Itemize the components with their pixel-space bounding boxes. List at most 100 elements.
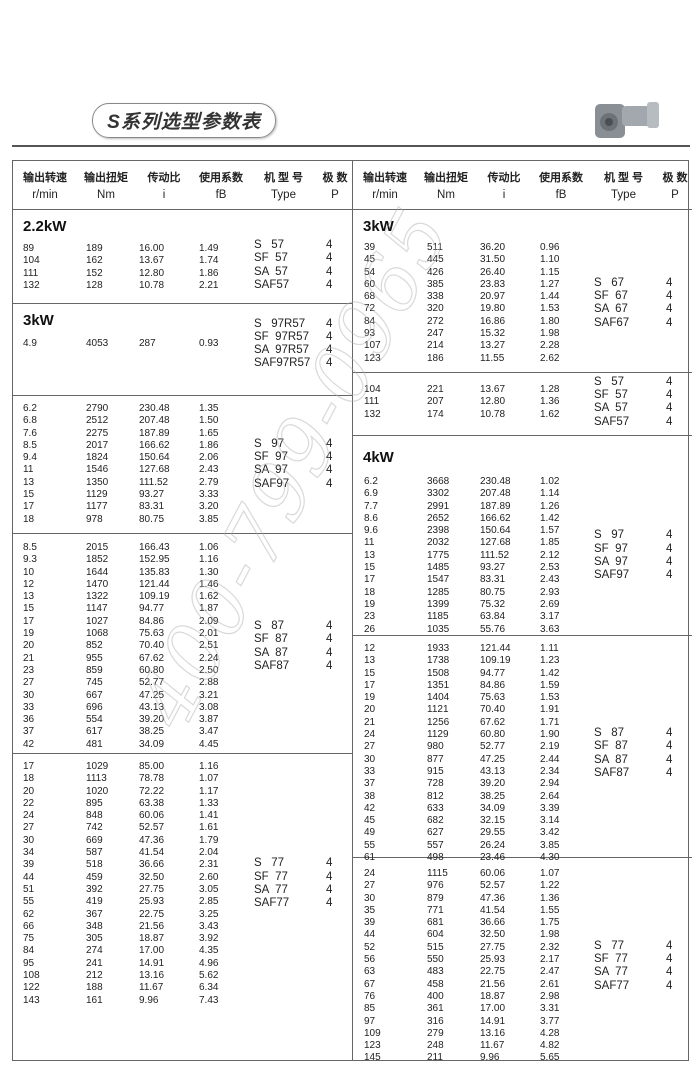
model-type: SAF77 — [254, 897, 290, 910]
model-types: S 97 4 SF 97 4 SA 97 4 SAF97 4 — [594, 529, 689, 582]
service-factor: 1.27 — [540, 278, 560, 290]
ratio: 166.62 — [139, 439, 170, 451]
ratio: 16.86 — [480, 315, 506, 327]
ratio: 111.52 — [480, 549, 510, 561]
output-speed: 132 — [23, 279, 40, 291]
table-row: 12 1470 121.44 1.46 — [13, 579, 243, 591]
output-speed: 145 — [364, 1052, 381, 1064]
table-row: 13 1775 111.52 2.12 — [353, 550, 583, 562]
pole-count: 4 — [326, 477, 333, 490]
table-row: 54 426 26.40 1.15 — [353, 267, 583, 279]
table-row: 6.2 2790 230.48 1.35 — [13, 403, 243, 415]
table-row: 37 617 38.25 3.47 — [13, 726, 243, 738]
output-speed: 17 — [364, 574, 376, 586]
table-row: 52 515 27.75 2.32 — [353, 942, 583, 954]
output-speed: 56 — [364, 954, 376, 966]
ratio: 31.50 — [480, 254, 506, 266]
model-type-row: SF 57 4 — [594, 389, 689, 402]
table-row: 36 554 39.20 3.87 — [13, 714, 243, 726]
service-factor: 3.33 — [199, 489, 219, 501]
output-speed: 24 — [364, 729, 376, 741]
model-type-row: SF 97R57 4 — [254, 331, 349, 344]
table-row: 30 877 47.25 2.44 — [353, 754, 583, 766]
service-factor: 1.33 — [199, 797, 219, 809]
power-section: 12 1933 121.44 1.11 13 1738 109.19 1.23 15 1508 94… — [353, 636, 692, 863]
output-torque: 745 — [86, 677, 103, 689]
output-torque: 207 — [427, 396, 444, 408]
power-section: 8.5 2015 166.43 1.06 9.3 1852 152.95 1.16 10 1644… — [13, 534, 352, 754]
table-row: 24 848 60.06 1.41 — [13, 810, 243, 822]
model-type: SAF97R57 — [254, 357, 311, 370]
output-torque: 2652 — [427, 512, 450, 524]
service-factor: 2.19 — [540, 741, 560, 753]
header-label-unit: P — [671, 189, 679, 201]
output-torque: 976 — [427, 880, 444, 892]
model-type: SA 97 — [254, 464, 288, 477]
output-speed: 45 — [364, 815, 376, 827]
output-torque: 812 — [427, 790, 444, 802]
pole-count: 4 — [666, 740, 673, 753]
output-torque: 3668 — [427, 476, 450, 487]
output-speed: 15 — [23, 603, 35, 615]
output-torque: 214 — [427, 340, 444, 352]
output-speed: 9.3 — [23, 554, 37, 566]
data-rows: 89 189 16.00 1.49 104 162 13.67 1.74 111 152 12.80… — [13, 243, 243, 292]
pole-count: 4 — [666, 389, 673, 402]
table-row: 11 2032 127.68 1.85 — [353, 537, 583, 549]
service-factor: 3.39 — [540, 802, 560, 814]
ratio: 23.46 — [480, 852, 506, 864]
model-type-row: SA 87 4 — [254, 647, 349, 660]
service-factor: 2.04 — [199, 847, 219, 859]
pole-count: 4 — [326, 857, 333, 870]
model-type-row: SAF87 4 — [254, 660, 349, 673]
output-torque: 859 — [86, 664, 103, 676]
header-cell: 输出扭矩 Nm — [417, 170, 475, 204]
table-row: 93 247 15.32 1.98 — [353, 328, 583, 340]
output-torque: 742 — [86, 822, 103, 834]
ratio: 20.97 — [480, 291, 506, 303]
model-types: S 57 4 SF 57 4 SA 57 4 SAF57 4 — [254, 239, 349, 292]
output-torque: 681 — [427, 917, 444, 929]
table-row: 132 128 10.78 2.21 — [13, 280, 243, 292]
output-torque: 189 — [86, 243, 103, 254]
ratio: 67.62 — [139, 652, 165, 664]
table-row: 143 161 9.96 7.43 — [13, 995, 243, 1007]
table-row: 17 1027 84.86 2.09 — [13, 616, 243, 628]
output-torque: 162 — [86, 255, 103, 267]
model-type: SAF87 — [594, 766, 630, 779]
model-type-row: SAF77 4 — [594, 980, 689, 993]
table-row: 63 483 22.75 2.47 — [353, 966, 583, 978]
output-speed: 21 — [23, 652, 35, 664]
output-torque: 669 — [86, 834, 103, 846]
output-torque: 1775 — [427, 549, 450, 561]
ratio: 32.50 — [480, 929, 506, 941]
output-torque: 2790 — [86, 403, 109, 414]
output-speed: 8.6 — [364, 512, 378, 524]
output-speed: 123 — [364, 352, 381, 364]
output-speed: 13 — [23, 591, 35, 603]
output-speed: 62 — [23, 908, 35, 920]
output-torque: 1129 — [86, 489, 108, 501]
power-section: 6.2 2790 230.48 1.35 6.8 2512 207.48 1.50 7.6 227… — [13, 396, 352, 534]
output-torque: 272 — [427, 315, 444, 327]
service-factor: 0.96 — [540, 242, 560, 253]
output-speed: 97 — [364, 1015, 376, 1027]
model-type: S 57 — [254, 239, 285, 251]
table-row: 107 214 13.27 2.28 — [353, 340, 583, 352]
model-type: SAF87 — [254, 659, 290, 672]
service-factor: 3.08 — [199, 701, 219, 713]
ratio: 63.38 — [139, 797, 165, 809]
pole-count: 4 — [326, 619, 333, 632]
model-type: SAF57 — [254, 278, 290, 291]
service-factor: 1.16 — [199, 761, 219, 772]
service-factor: 2.51 — [199, 640, 219, 652]
ratio: 80.75 — [480, 586, 506, 598]
table-row: 67 458 21.56 2.61 — [353, 979, 583, 991]
ratio: 41.54 — [480, 904, 506, 916]
table-row: 9.3 1852 152.95 1.16 — [13, 554, 243, 566]
ratio: 230.48 — [480, 476, 511, 487]
output-speed: 19 — [23, 628, 35, 640]
table-row: 37 728 39.20 2.94 — [353, 778, 583, 790]
ratio: 111.52 — [139, 476, 169, 488]
ratio: 187.89 — [139, 427, 170, 439]
